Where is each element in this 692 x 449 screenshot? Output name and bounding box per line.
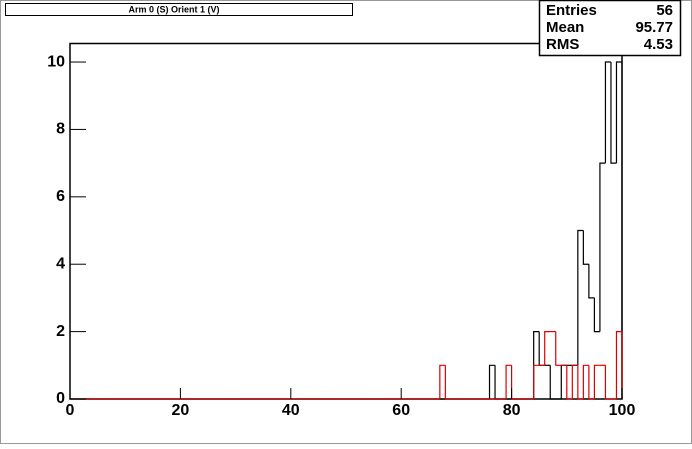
x-tick-label: 0 [66, 402, 75, 419]
histogram-bin [533, 364, 540, 399]
histogram-bin [555, 331, 562, 366]
histogram-bin [549, 365, 556, 400]
histogram-bin [439, 364, 446, 399]
stats-value: 4.53 [644, 36, 673, 53]
x-tick-label: 20 [172, 402, 190, 419]
histogram-bin [599, 162, 606, 332]
stats-label: RMS [546, 36, 579, 53]
y-tick-label: 8 [56, 121, 65, 138]
histogram-bin [615, 331, 623, 399]
x-tick-label: 40 [282, 402, 300, 419]
histogram-bin [444, 365, 451, 400]
histogram-bin [566, 365, 573, 400]
y-tick-label: 6 [56, 188, 65, 205]
histogram-bin [593, 297, 600, 333]
histogram-bin [582, 230, 589, 265]
stats-value: 95.77 [635, 19, 673, 36]
title-box [5, 3, 353, 16]
histogram-bin [582, 364, 589, 399]
histogram-bin [615, 61, 623, 399]
x-tick-label: 80 [503, 402, 521, 419]
histogram-bin [604, 61, 611, 164]
histogram-bin [544, 331, 551, 366]
histogram-bin [577, 365, 584, 400]
histogram-bin [488, 364, 496, 399]
y-tick-label: 0 [56, 390, 65, 407]
y-tick-label: 2 [56, 323, 65, 340]
histogram-bin [610, 62, 617, 164]
histogram-bin [577, 229, 584, 366]
x-tick-label: 60 [392, 402, 410, 419]
histogram-bin [571, 364, 578, 399]
stats-label: Entries [546, 2, 597, 19]
histogram-bin [588, 365, 595, 400]
stats-value: 56 [656, 2, 673, 19]
chart-title: Arm 0 (S) Orient 1 (V) [128, 4, 219, 14]
histogram-bin [505, 364, 512, 399]
stats-label: Mean [546, 19, 584, 36]
y-tick-label: 4 [56, 255, 65, 272]
histogram-bin [588, 264, 595, 299]
stats-box [538, 0, 682, 57]
x-tick-label: 100 [609, 402, 636, 419]
histogram-bin [604, 365, 611, 400]
histogram-bin [593, 364, 600, 399]
y-tick-label: 10 [47, 53, 65, 70]
